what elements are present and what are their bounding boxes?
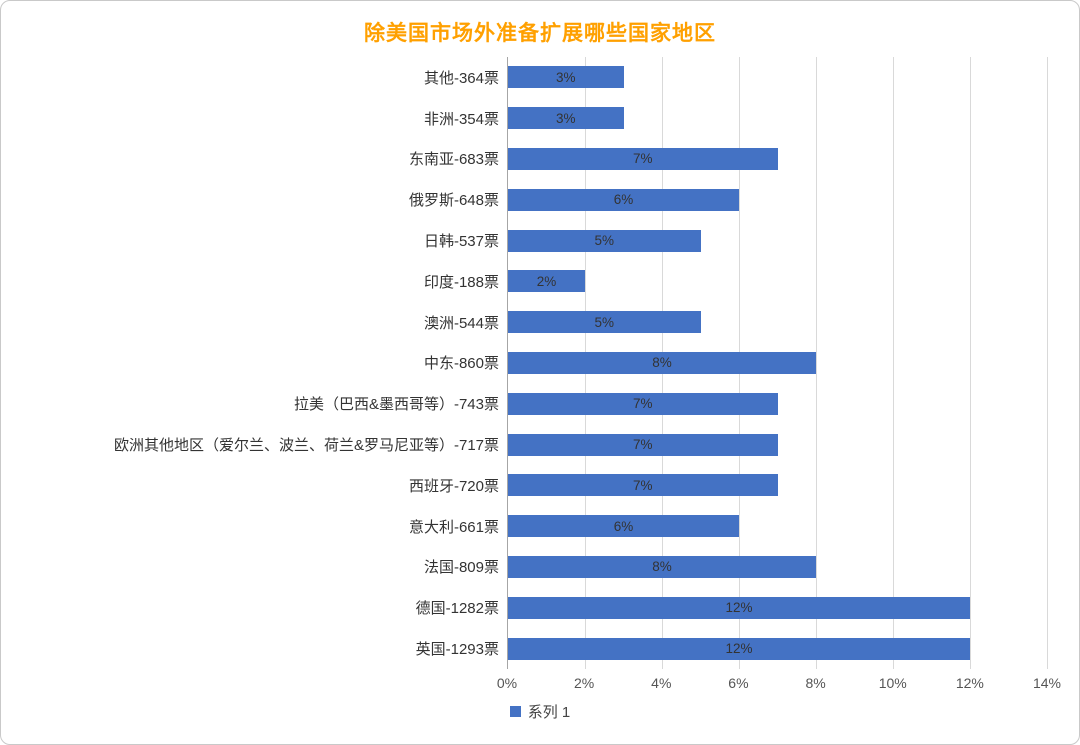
bar-row: 7%	[508, 424, 1047, 465]
bar-value-label: 12%	[725, 600, 753, 616]
bar: 8%	[508, 555, 816, 578]
gridline	[1047, 57, 1048, 669]
legend: 系列 1	[1, 701, 1079, 722]
bar: 2%	[508, 270, 585, 293]
bar-value-label: 7%	[632, 477, 653, 493]
bar-value-label: 5%	[594, 314, 614, 330]
category-label: 澳洲-544票	[423, 314, 499, 332]
bar-value-label: 8%	[652, 355, 672, 371]
bar-row: 5%	[508, 220, 1047, 261]
bar-value-label: 6%	[613, 518, 634, 534]
bar-value-label: 7%	[632, 437, 653, 453]
legend-label: 系列 1	[527, 704, 571, 721]
plot-area: 3% 3% 7% 6% 5% 2% 5% 8% 7% 7% 7% 6% 8% 12% 12%	[507, 57, 1048, 669]
bar: 3%	[508, 107, 624, 130]
category-label: 拉美（巴西&墨西哥等）-743票	[293, 396, 499, 414]
bar-row: 3%	[508, 57, 1047, 98]
category-label: 中东-860票	[423, 355, 499, 373]
category-label: 欧洲其他地区（爱尔兰、波兰、荷兰&罗马尼亚等）-717票	[113, 437, 499, 455]
bar-row: 8%	[508, 343, 1047, 384]
x-axis-spacer	[5, 669, 507, 693]
category-label: 日韩-537票	[423, 233, 499, 251]
category-label: 印度-188票	[423, 273, 499, 291]
bar-value-label: 7%	[632, 151, 653, 167]
gridline	[816, 57, 817, 669]
bar-value-label: 3%	[555, 69, 576, 85]
bar-value-label: 7%	[632, 396, 653, 412]
bar-value-label: 3%	[555, 110, 576, 126]
x-tick-label: 8%	[805, 675, 826, 691]
category-label: 东南亚-683票	[408, 151, 499, 169]
bar: 12%	[508, 637, 970, 660]
x-axis: 0% 2% 4% 6% 8% 10% 12% 14%	[5, 669, 1061, 693]
category-label: 意大利-661票	[408, 518, 499, 536]
category-label: 英国-1293票	[415, 641, 499, 659]
legend-marker-icon	[509, 706, 521, 717]
bar-row: 6%	[508, 506, 1047, 547]
bar: 7%	[508, 147, 778, 170]
bar-row: 2%	[508, 261, 1047, 302]
bar-row: 8%	[508, 547, 1047, 588]
bar: 8%	[508, 351, 816, 374]
bar-row: 7%	[508, 139, 1047, 180]
bar: 3%	[508, 66, 624, 89]
x-axis-ticks: 0% 2% 4% 6% 8% 10% 12% 14%	[497, 669, 1061, 693]
bar-row: 12%	[508, 587, 1047, 628]
category-label: 其他-364票	[423, 69, 499, 87]
bar-value-label: 5%	[594, 233, 614, 249]
bar: 6%	[508, 515, 739, 538]
category-label: 法国-809票	[423, 559, 499, 577]
x-tick-label: 10%	[878, 675, 907, 691]
bar-value-label: 12%	[725, 641, 753, 657]
bar-row: 7%	[508, 465, 1047, 506]
bar-value-label: 6%	[613, 192, 634, 208]
x-tick-label: 4%	[651, 675, 672, 691]
x-tick-label: 12%	[955, 675, 984, 691]
bar-row: 5%	[508, 302, 1047, 343]
bar-row: 12%	[508, 628, 1047, 669]
bar: 5%	[508, 311, 701, 334]
bar: 7%	[508, 392, 778, 415]
x-tick-label: 0%	[496, 675, 518, 691]
category-label: 西班牙-720票	[408, 477, 499, 495]
category-label: 德国-1282票	[415, 600, 499, 618]
chart-title: 除美国市场外准备扩展哪些国家地区	[364, 22, 716, 45]
gridline	[970, 57, 971, 669]
x-tick-label: 2%	[574, 675, 595, 691]
bar-row: 3%	[508, 98, 1047, 139]
x-tick-label: 14%	[1032, 675, 1062, 691]
category-labels: 其他-364票 非洲-354票东南亚-683票 俄罗斯-648票日韩-537票 印度-…	[5, 57, 507, 669]
bar: 5%	[508, 229, 701, 252]
category-label: 俄罗斯-648票	[408, 192, 499, 210]
bar: 7%	[508, 433, 778, 456]
bar: 7%	[508, 474, 778, 497]
bar-value-label: 8%	[652, 559, 672, 575]
bar-value-label: 2%	[536, 273, 557, 289]
gridline	[893, 57, 894, 669]
x-tick-label: 6%	[728, 675, 749, 691]
category-label: 非洲-354票	[423, 110, 499, 128]
chart-body: 其他-364票 非洲-354票东南亚-683票 俄罗斯-648票日韩-537票 印度-…	[5, 57, 1048, 669]
bar: 6%	[508, 188, 739, 211]
bar: 12%	[508, 596, 970, 619]
bar-row: 7%	[508, 383, 1047, 424]
bar-row: 6%	[508, 179, 1047, 220]
